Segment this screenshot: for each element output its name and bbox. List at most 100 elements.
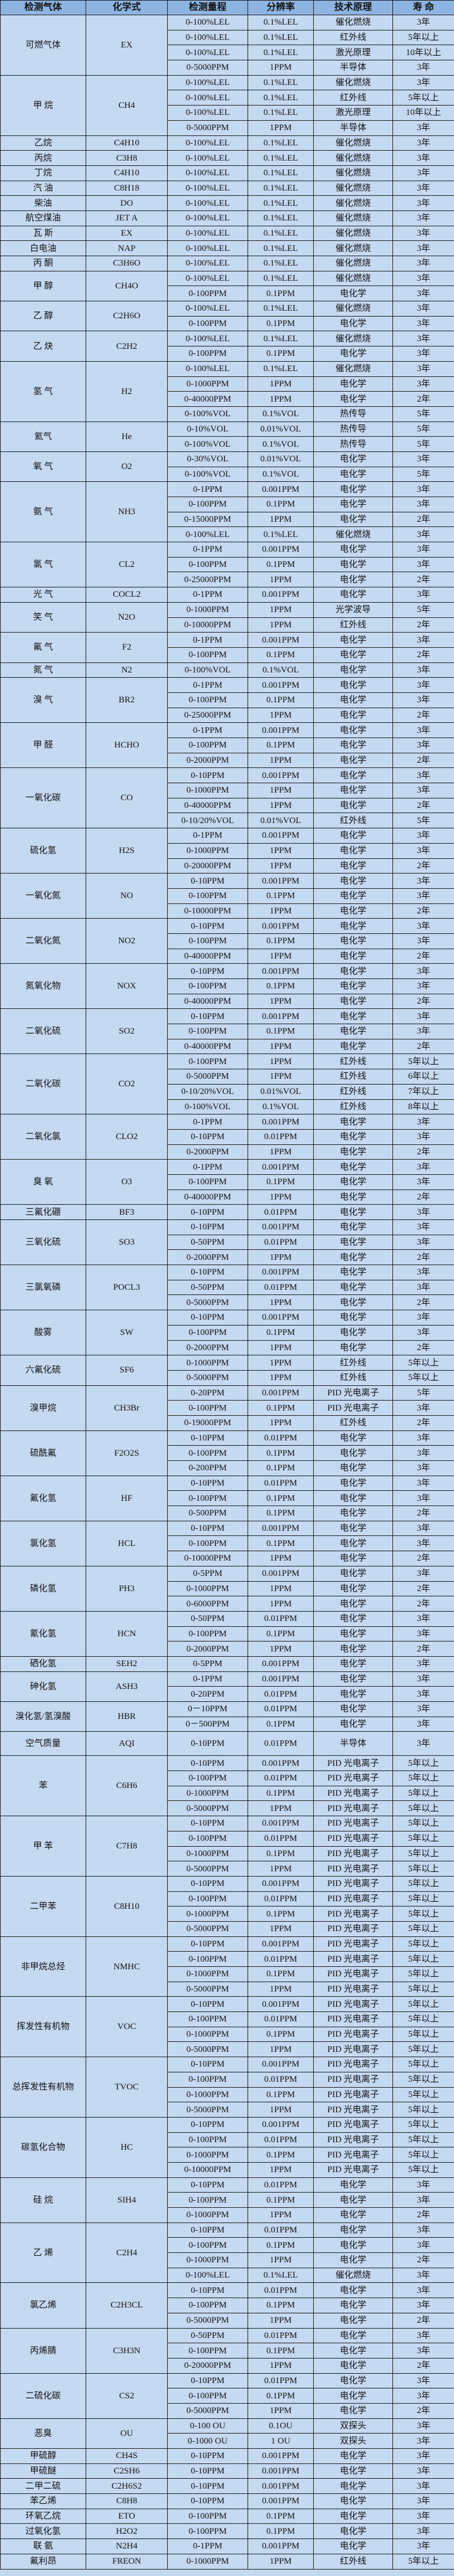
range-cell: 0-100%VOL (167, 1099, 248, 1115)
technology-cell: PID 光电离子 (313, 1770, 393, 1786)
technology-cell: 半导体 (313, 60, 393, 76)
technology-cell: 电化学 (313, 963, 393, 979)
technology-cell: 电化学 (313, 1535, 393, 1552)
technology-cell: 电化学 (313, 1204, 393, 1220)
technology-cell: 电化学 (313, 2402, 393, 2419)
resolution-cell: 1PPM (248, 60, 314, 76)
lifespan-cell: 10年以上 (392, 45, 454, 61)
table-row: 一氧化氮 NO 0-10PPM 0.001PPM 电化学 3年 (0, 873, 454, 919)
table-row: 酸雾 SW 0-10PPM 0.001PPM 电化学 3年 (0, 1310, 454, 1356)
lifespan-cell: 2年 (392, 391, 454, 407)
lifespan-cell: 2年 (392, 1581, 454, 1597)
table-row: 0-1000PPM 0.1PPM PID 光电离子 5年以上 (1, 1785, 454, 1802)
resolution-cell: 0.1%LEL (248, 225, 314, 242)
resolution-cell: 1PPM (248, 797, 314, 814)
technology-cell: 电化学 (313, 1159, 393, 1175)
resolution-cell: 0.1%LEL (248, 15, 314, 30)
table-row: 氮氧化物 NOX 0-10PPM 0.001PPM 电化学 3年 (0, 963, 454, 1010)
lifespan-cell: 3年 (392, 1204, 454, 1220)
table-row: 0-15000PPM 1PPM 电化学 2年 (1, 511, 454, 528)
resolution-cell: 0.1PPM (248, 2086, 314, 2103)
technology-cell: 电化学 (313, 2298, 393, 2313)
range-cell: 0-100PPM (167, 647, 248, 663)
resolution-cell: 0.1OU (248, 2418, 314, 2434)
lifespan-cell: 5年以上 (392, 1755, 454, 1772)
gas-name-cell: 白电油 (0, 240, 86, 256)
range-cell: 0-100%LEL (167, 165, 248, 181)
lifespan-cell: 2年 (392, 797, 454, 814)
resolution-cell: 0.001PPM (248, 2463, 314, 2479)
technology-cell: 电化学 (313, 933, 393, 949)
range-cell: 0-2000PPM (167, 1641, 248, 1657)
table-row: 总挥发性有机物 TVOC 0-10PPM 0.001PPM PID 光电离子 5年以上 (0, 2057, 454, 2118)
gas-name-cell: 一氧化氮 (0, 873, 86, 919)
table-row: 0-2000PPM 1PPM 电化学 2年 (1, 1641, 454, 1657)
gas-name-cell: 碳氢化合物 (0, 2116, 86, 2178)
lifespan-cell: 3年 (392, 1490, 454, 1507)
resolution-cell: 0.01PPM (248, 1204, 314, 1220)
table-row: 0-5000PPM 1PPM PID 光电离子 5年以上 (1, 2102, 454, 2118)
technology-cell: 电化学 (313, 797, 393, 814)
table-row: 0-19000PPM 1PPM 红外线 2年 (1, 1415, 454, 1431)
range-cell: 0-10/20%VOL (167, 1083, 248, 1100)
resolution-cell: 0.1PPM (248, 2147, 314, 2163)
gas-name-cell: 氟化氢 (0, 1475, 86, 1521)
gas-name-cell: 挥发性有机物 (0, 1996, 86, 2058)
technology-cell: 电化学 (313, 2282, 393, 2299)
resolution-cell: 0.01%VOL (248, 421, 314, 437)
table-row: 0-10000PPM 1PPM PID 光电离子 5年以上 (1, 2162, 454, 2178)
range-cell: 0-10PPM (167, 2448, 248, 2464)
resolution-cell: 0.1PPM (248, 647, 314, 663)
table-row: 恶臭 OU 0-100 OU 0.1OU 双探头 3年 (0, 2418, 454, 2449)
resolution-cell: 0.01PPM (248, 2327, 314, 2344)
lifespan-cell: 3年 (392, 2222, 454, 2238)
lifespan-cell: 3年 (392, 1219, 454, 1235)
range-cell: 0-10PPM (167, 1129, 248, 1145)
lifespan-cell: 5年以上 (392, 2026, 454, 2043)
resolution-cell: 0.1PPM (248, 1906, 314, 1922)
resolution-cell: 0.001PPM (248, 1219, 314, 1235)
range-cell: 0-100PPM (167, 556, 248, 573)
formula-cell: CH4S (86, 2448, 168, 2464)
technology-cell: 电化学 (313, 2523, 393, 2540)
range-cell: 0-1PPM (167, 1159, 248, 1175)
range-cell: 0-40000PPM (167, 1189, 248, 1205)
technology-cell: 电化学 (313, 2493, 393, 2509)
lifespan-cell: 5年以上 (392, 2116, 454, 2133)
technology-cell: 电化学 (313, 707, 393, 723)
formula-cell: EX (86, 225, 168, 242)
gas-name-cell: 二氧化氯 (0, 1114, 86, 1160)
formula-cell: O2 (86, 451, 168, 482)
formula-cell: C3H8 (86, 150, 168, 166)
table-row: 0-1000PPM 1PPM 电化学 3年 (1, 376, 454, 392)
gas-name-cell: 笑 气 (0, 601, 86, 633)
technology-cell: 电化学 (313, 692, 393, 708)
technology-cell: 电化学 (313, 677, 393, 693)
header-gas: 检测气体 (0, 0, 86, 15)
technology-cell: PID 光电离子 (313, 1891, 393, 1907)
lifespan-cell: 5年以上 (392, 1981, 454, 1997)
resolution-cell: 0.1PPM (248, 2343, 314, 2358)
range-cell: 0-100PPM (167, 2388, 248, 2404)
lifespan-cell: 2年 (392, 1596, 454, 1612)
range-cell: 0-100PPM (167, 1770, 248, 1786)
lifespan-cell: 3年 (392, 1159, 454, 1175)
lifespan-cell: 5年 (392, 406, 454, 422)
resolution-cell: 1PPM (248, 2102, 314, 2118)
lifespan-cell: 5年 (392, 601, 454, 618)
table-row: 溴 气 BR2 0-1PPM 0.001PPM 电化学 3年 (0, 677, 454, 723)
resolution-cell: 1PPM (248, 1294, 314, 1311)
table-row: 二氧化氯 CLO2 0-1PPM 0.001PPM 电化学 3年 (0, 1114, 454, 1160)
gas-name-cell: 乙 烯 (0, 2222, 86, 2283)
technology-cell: PID 光电离子 (313, 1951, 393, 1967)
range-cell: 0-1PPM (167, 542, 248, 558)
gas-name-cell: 氰化氢 (0, 1610, 86, 1657)
range-cell: 0-100PPM (167, 2237, 248, 2254)
range-cell: 0-100PPM (167, 1053, 248, 1070)
gas-name-cell: 联 氨 (0, 2538, 86, 2554)
table-row: 0-100PPM 0.1PPM 电化学 3年 (1, 2237, 454, 2254)
table-row: 二甲苯 C8H10 0-10PPM 0.001PPM PID 光电离子 5年以上 (0, 1875, 454, 1937)
lifespan-cell: 2年 (392, 1340, 454, 1356)
technology-cell: PID 光电离子 (313, 2147, 393, 2163)
lifespan-cell: 5年以上 (392, 1830, 454, 1847)
